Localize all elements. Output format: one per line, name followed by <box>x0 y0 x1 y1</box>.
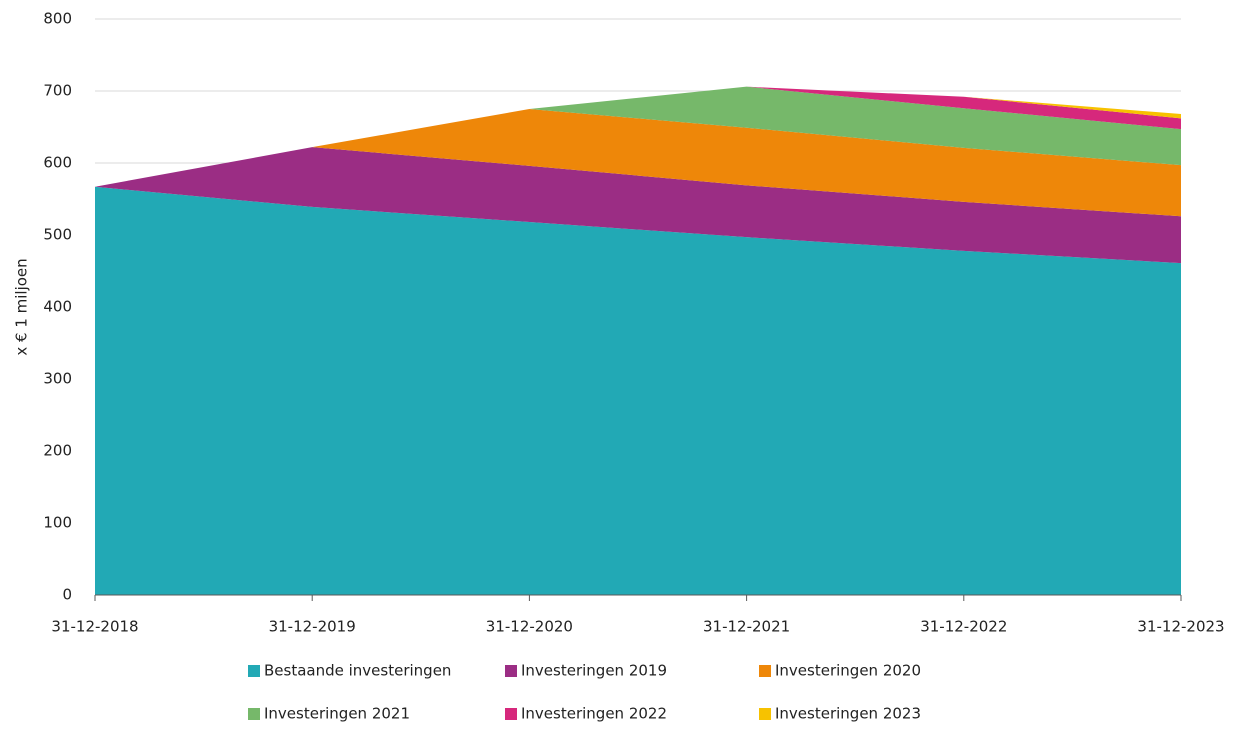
legend-swatch <box>248 665 260 677</box>
legend-label: Investeringen 2020 <box>775 662 921 680</box>
legend-label: Investeringen 2022 <box>521 705 667 723</box>
y-tick-label: 700 <box>43 82 72 100</box>
x-tick-label: 31-12-2018 <box>51 618 138 636</box>
y-tick-label: 500 <box>43 226 72 244</box>
y-tick-label: 600 <box>43 154 72 172</box>
x-tick-label: 31-12-2019 <box>269 618 356 636</box>
area <box>95 147 1181 264</box>
legend-swatch <box>759 708 771 720</box>
y-tick-label: 100 <box>43 514 72 532</box>
y-axis-label: x € 1 miljoen <box>13 258 31 355</box>
legend-swatch <box>505 708 517 720</box>
x-tick-label: 31-12-2020 <box>486 618 573 636</box>
y-tick-label: 800 <box>43 10 72 28</box>
legend-label: Investeringen 2019 <box>521 662 667 680</box>
legend-swatch <box>248 708 260 720</box>
y-tick-label: 300 <box>43 370 72 388</box>
legend-swatch <box>759 665 771 677</box>
legend-swatch <box>505 665 517 677</box>
legend-label: Bestaande investeringen <box>264 662 451 680</box>
y-tick-label: 0 <box>62 586 72 604</box>
y-tick-label: 200 <box>43 442 72 460</box>
legend-label: Investeringen 2021 <box>264 705 410 723</box>
y-tick-label: 400 <box>43 298 72 316</box>
x-tick-label: 31-12-2023 <box>1137 618 1224 636</box>
x-tick-label: 31-12-2021 <box>703 618 790 636</box>
area <box>95 186 1181 595</box>
area <box>95 86 1181 187</box>
area <box>95 109 1181 217</box>
x-tick-label: 31-12-2022 <box>920 618 1007 636</box>
legend-label: Investeringen 2023 <box>775 705 921 723</box>
